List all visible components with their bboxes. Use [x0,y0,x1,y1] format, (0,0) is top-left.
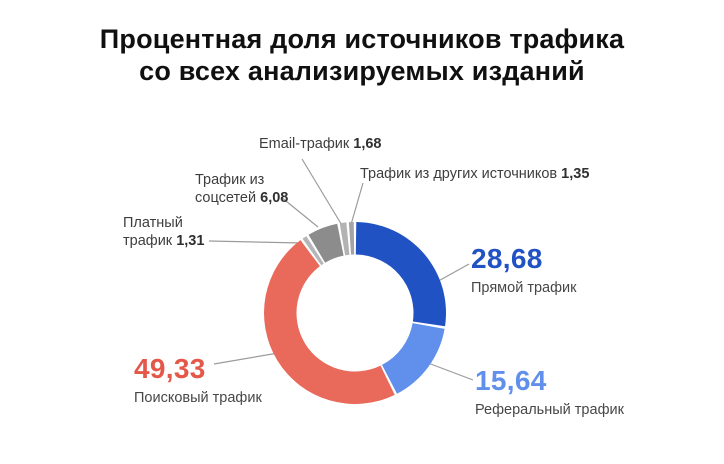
leader-line-email [301,158,344,228]
callout-paid-traffic: Платный трафик 1,31 [123,215,215,250]
annotation-referral-label: Реферальный трафик [475,402,624,418]
annotation-referral-traffic: 15,64 Реферальный трафик [475,365,624,419]
annotation-direct-traffic: 28,68 Прямой трафик [471,243,577,297]
leader-line-referral [427,362,474,381]
callout-other-value: 1,35 [561,166,590,182]
callout-other-sources: Трафик из других источников 1,35 [360,166,589,184]
donut-slice-other [348,222,355,255]
annotation-search-label: Поисковый трафик [134,390,262,406]
chart-title-line1: Процентная доля источников трафика [99,24,625,54]
annotation-search-value: 49,33 [134,353,206,384]
donut-slice-referral [382,323,445,394]
leader-line-social [280,196,319,228]
annotation-direct-label: Прямой трафик [471,280,577,296]
annotation-direct-value: 28,68 [471,243,543,274]
callout-email-traffic: Email-трафик 1,68 [259,136,382,154]
callout-social-value: 6,08 [260,189,289,206]
callout-email-label: Email-трафик [259,136,350,152]
annotation-referral-value: 15,64 [475,365,547,396]
donut-slice-search [264,240,395,404]
callout-social-traffic: Трафик из соцсетей 6,08 [195,172,292,207]
chart-title: Процентная доля источников трафика со вс… [0,23,724,87]
callout-email-value: 1,68 [353,136,382,152]
donut-slice-email [339,222,350,256]
callout-paid-value: 1,31 [176,232,205,249]
chart-title-line2: со всех анализируемых изданий [139,56,585,86]
callout-paid-label: Платный трафик [123,215,183,249]
callout-other-label: Трафик из других источников [360,166,558,182]
donut-slice-paid [302,236,324,266]
leader-line-other [349,182,364,229]
annotation-search-traffic: 49,33 Поисковый трафик [134,353,262,407]
donut-slice-social [308,223,344,263]
callout-social-label: Трафик из соцсетей [195,172,265,206]
donut-slice-direct [355,222,446,327]
leader-line-search [213,351,285,365]
leader-line-paid [208,240,303,244]
